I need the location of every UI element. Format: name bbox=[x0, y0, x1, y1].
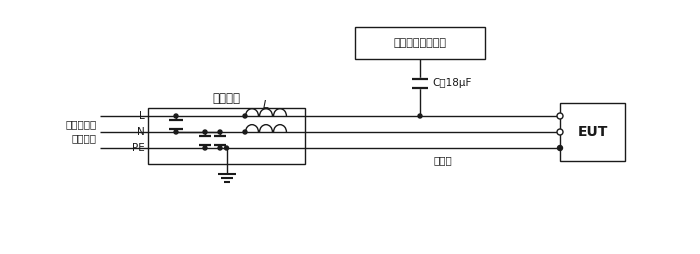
Text: 组合波信号发生器: 组合波信号发生器 bbox=[393, 38, 447, 48]
Circle shape bbox=[243, 130, 247, 134]
Circle shape bbox=[557, 146, 563, 151]
Circle shape bbox=[174, 130, 178, 134]
Text: EUT: EUT bbox=[578, 125, 608, 139]
Bar bbox=[355, 27, 485, 59]
Text: PE: PE bbox=[132, 143, 145, 153]
Circle shape bbox=[557, 129, 563, 135]
Circle shape bbox=[418, 114, 422, 118]
Circle shape bbox=[174, 114, 178, 118]
Circle shape bbox=[557, 113, 563, 119]
Circle shape bbox=[218, 130, 222, 134]
Text: L: L bbox=[263, 100, 269, 110]
Text: 交（直）流
供电网络: 交（直）流 供电网络 bbox=[66, 119, 97, 143]
Bar bbox=[148, 108, 305, 164]
Bar bbox=[560, 103, 625, 161]
Text: C＝18μF: C＝18μF bbox=[432, 78, 471, 88]
Text: L: L bbox=[139, 111, 145, 121]
Circle shape bbox=[243, 114, 247, 118]
Circle shape bbox=[225, 146, 228, 150]
Text: 去耦网络: 去耦网络 bbox=[213, 92, 241, 105]
Circle shape bbox=[218, 146, 222, 150]
Circle shape bbox=[203, 130, 207, 134]
Text: 参考地: 参考地 bbox=[433, 155, 452, 165]
Circle shape bbox=[203, 146, 207, 150]
Text: N: N bbox=[137, 127, 145, 137]
